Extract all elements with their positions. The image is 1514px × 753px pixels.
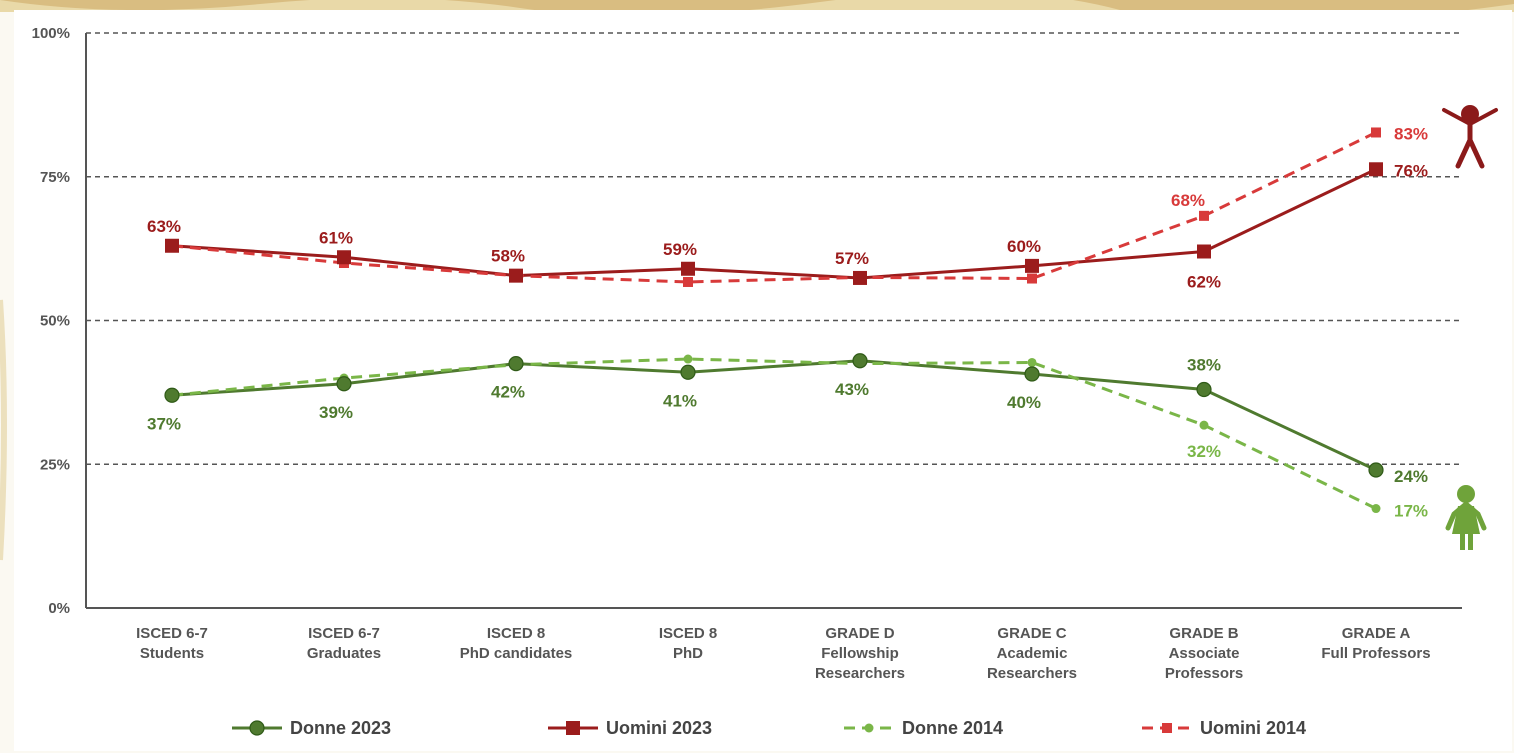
y-tick-label: 100% <box>32 25 70 42</box>
woman-figure-icon <box>1445 485 1487 550</box>
data-label: 41% <box>663 391 697 410</box>
x-category-label: GRADE D Fellowship Researchers <box>815 625 905 682</box>
data-label: 43% <box>835 380 869 399</box>
data-label: 38% <box>1187 356 1221 375</box>
data-point <box>1024 366 1040 382</box>
data-label: 24% <box>1394 467 1428 486</box>
gridlines <box>86 32 1462 466</box>
man-figure-icon <box>1442 105 1498 169</box>
legend-item: Uomini 2023 <box>548 718 712 738</box>
data-label: 42% <box>491 383 525 402</box>
data-point <box>1199 210 1209 221</box>
x-category-label: GRADE B Associate Professors <box>1165 625 1243 682</box>
data-label: 57% <box>835 249 869 268</box>
data-label: 17% <box>1394 502 1428 521</box>
data-point <box>337 250 351 265</box>
chart-panel: 0% 25% 50% 75% 100% ISCED 6-7 Students ISCED 6… <box>14 10 1512 751</box>
x-category-label: GRADE C Academic Researchers <box>987 625 1077 682</box>
legend-label: Uomini 2023 <box>606 718 712 738</box>
data-point <box>1196 381 1212 398</box>
data-point <box>1371 127 1381 138</box>
data-point <box>1027 357 1037 367</box>
data-point <box>164 387 180 403</box>
data-label: 83% <box>1394 124 1428 143</box>
data-label: 61% <box>319 228 353 247</box>
x-category-label: GRADE A Full Professors <box>1321 625 1430 662</box>
data-point <box>852 353 868 369</box>
data-point <box>1199 420 1209 430</box>
data-point <box>509 268 523 283</box>
x-category-label: ISCED 8 PhD candidates <box>460 625 573 662</box>
legend-label: Donne 2023 <box>290 718 391 738</box>
y-tick-label: 50% <box>40 313 70 330</box>
data-point <box>1197 244 1211 259</box>
series-lines <box>171 131 1377 510</box>
data-point <box>1371 504 1381 514</box>
data-point <box>683 276 693 287</box>
data-point <box>249 720 265 736</box>
y-tick-label: 0% <box>48 600 70 617</box>
legend: Donne 2023 Uomini 2023 Donne 2014 Uomini 20… <box>232 718 1306 738</box>
data-point <box>1368 462 1384 478</box>
data-point <box>681 261 695 276</box>
data-label: 58% <box>491 247 525 266</box>
series-markers <box>164 127 1384 514</box>
legend-label: Uomini 2014 <box>1200 718 1306 738</box>
y-tick-label: 75% <box>40 169 70 186</box>
data-point <box>1369 162 1383 177</box>
data-label: 39% <box>319 403 353 422</box>
data-point <box>1025 258 1039 273</box>
data-label: 63% <box>147 217 181 236</box>
data-point <box>165 238 179 253</box>
data-point <box>864 723 874 733</box>
axes <box>85 33 1462 609</box>
legend-item: Donne 2014 <box>844 718 1003 738</box>
legend-item: Uomini 2014 <box>1142 718 1306 738</box>
data-point <box>853 270 867 285</box>
series-line-uomini-2014 <box>171 131 1377 284</box>
data-point <box>566 721 580 735</box>
x-category-label: ISCED 6-7 Students <box>136 625 208 662</box>
x-category-label: ISCED 8 PhD <box>659 625 717 662</box>
data-point <box>683 354 693 364</box>
data-label: 59% <box>663 240 697 259</box>
y-axis-ticks: 0% 25% 50% 75% 100% <box>32 25 70 617</box>
data-label: 37% <box>147 414 181 433</box>
data-labels: 63% 61% 58% 59% 57% 60% 62% 76% 37% 39% 42% 41% 43% 4… <box>147 124 1428 520</box>
series-line-donne-2023 <box>171 359 1377 472</box>
legend-item: Donne 2023 <box>232 718 391 738</box>
data-point <box>1027 273 1037 284</box>
data-point <box>680 364 696 380</box>
y-tick-label: 25% <box>40 456 70 473</box>
data-label: 76% <box>1394 161 1428 180</box>
data-label: 40% <box>1007 393 1041 412</box>
data-label: 62% <box>1187 273 1221 292</box>
data-point <box>508 356 524 372</box>
data-label: 68% <box>1171 191 1205 210</box>
series-line-uomini-2023 <box>171 167 1377 280</box>
data-point <box>336 376 352 392</box>
legend-label: Donne 2014 <box>902 718 1003 738</box>
data-label: 60% <box>1007 237 1041 256</box>
data-label: 32% <box>1187 442 1221 461</box>
data-point <box>1162 723 1172 733</box>
series-line-donne-2014 <box>171 357 1377 510</box>
x-axis-categories: ISCED 6-7 Students ISCED 6-7 Graduates ISCED… <box>136 625 1430 682</box>
x-category-label: ISCED 6-7 Graduates <box>307 625 381 662</box>
